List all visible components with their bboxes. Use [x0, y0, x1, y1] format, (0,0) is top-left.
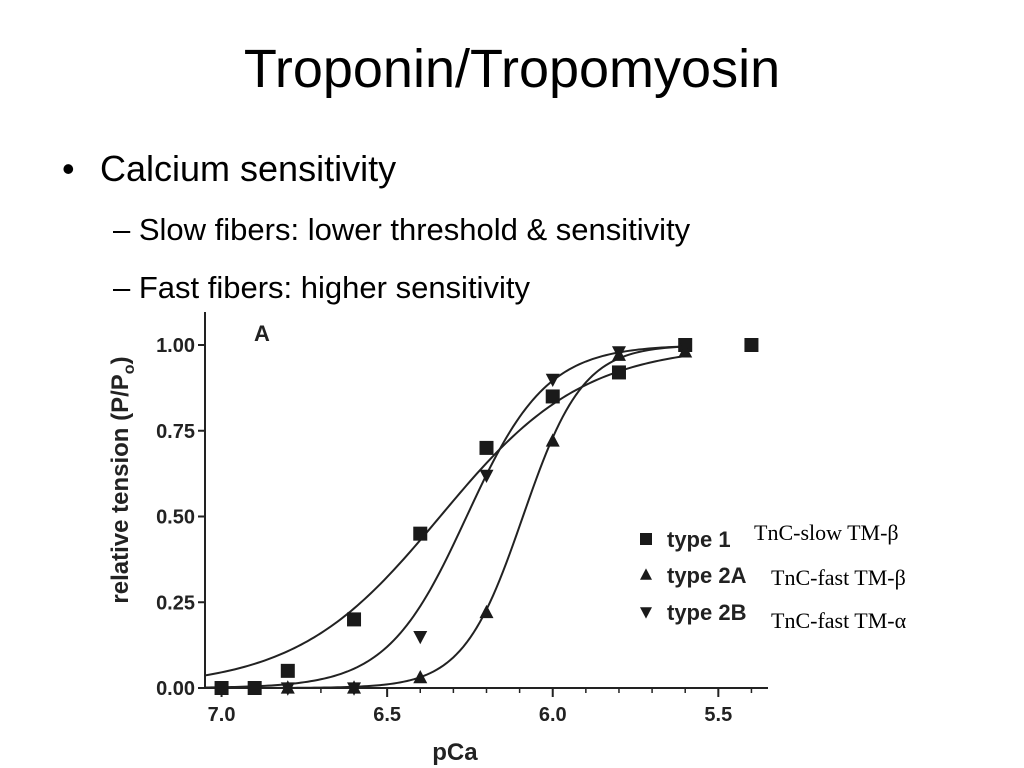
chart-labels: pCa relative tension (P/Po) A — [107, 321, 478, 766]
fit-curve-type-2A — [205, 345, 686, 689]
data-point-type-2B — [413, 630, 428, 645]
data-point-type-2B — [545, 373, 560, 387]
bullet-calcium-sensitivity: • Calcium sensitivity — [62, 148, 396, 190]
fit-curves — [204, 345, 686, 689]
legend-label: type 2B — [667, 600, 746, 625]
data-point-type-1 — [744, 338, 759, 352]
x-tick-label: 6.5 — [373, 704, 401, 726]
panel-label: A — [254, 321, 270, 346]
y-tick-label: 0.75 — [156, 421, 195, 443]
data-point-type-2A — [545, 433, 560, 447]
series-annotation: TnC-slow TM-β — [754, 520, 899, 545]
legend-marker-type-1 — [640, 533, 652, 545]
y-axis-title: relative tension (P/Po) — [107, 356, 138, 603]
chart-legend: type 1 TnC-slow TM-β type 2A TnC-fast TM-β t… — [640, 520, 907, 633]
data-point-type-2B — [678, 339, 693, 353]
data-point-type-1 — [479, 440, 494, 455]
sub-bullet-slow-fibers: – Slow fibers: lower threshold & sensiti… — [113, 212, 691, 247]
x-tick-label: 6.0 — [539, 704, 567, 726]
x-axis-title: pCa — [432, 739, 478, 766]
data-point-type-1 — [545, 389, 560, 404]
data-point-type-1 — [214, 681, 229, 695]
data-point-type-1 — [280, 663, 295, 678]
data-point-type-2B — [347, 682, 362, 696]
data-point-type-1 — [611, 365, 626, 380]
data-point-type-1 — [347, 612, 362, 627]
data-point-type-2A — [479, 604, 494, 619]
legend-label: type 1 — [667, 527, 731, 552]
data-points — [214, 338, 759, 696]
sub-bullet-fast-fibers: – Fast fibers: higher sensitivity — [113, 270, 530, 305]
data-point-type-2B — [479, 469, 494, 484]
data-point-type-1 — [247, 681, 262, 695]
bullet-marker: • — [62, 148, 75, 189]
y-tick-label: 0.25 — [156, 592, 195, 614]
data-point-type-2A — [413, 670, 428, 684]
legend-marker-type-2A — [640, 568, 652, 580]
fit-curve-type-2B — [204, 345, 686, 689]
data-point-type-2B — [611, 346, 626, 360]
slide-title: Troponin/Tropomyosin — [243, 39, 781, 99]
bullet-text: Calcium sensitivity — [100, 148, 397, 189]
data-point-type-2B — [280, 682, 295, 696]
legend-marker-type-2B — [640, 607, 652, 619]
y-tick-label: 0.00 — [156, 678, 195, 700]
x-tick-label: 5.5 — [704, 704, 732, 726]
y-tick-label: 1.00 — [156, 335, 195, 357]
y-tick-label: 0.50 — [156, 507, 195, 529]
x-tick-label: 7.0 — [208, 704, 236, 726]
chart-axes: 0.00 0.25 0.50 0.75 1.00 7.0 6.5 6.0 5.5 — [156, 312, 768, 726]
series-annotation: TnC-fast TM-α — [771, 608, 907, 633]
data-point-type-1 — [413, 526, 428, 541]
fit-curve-type-1 — [204, 355, 686, 677]
legend-label: type 2A — [667, 563, 747, 588]
series-annotation: TnC-fast TM-β — [771, 565, 906, 590]
